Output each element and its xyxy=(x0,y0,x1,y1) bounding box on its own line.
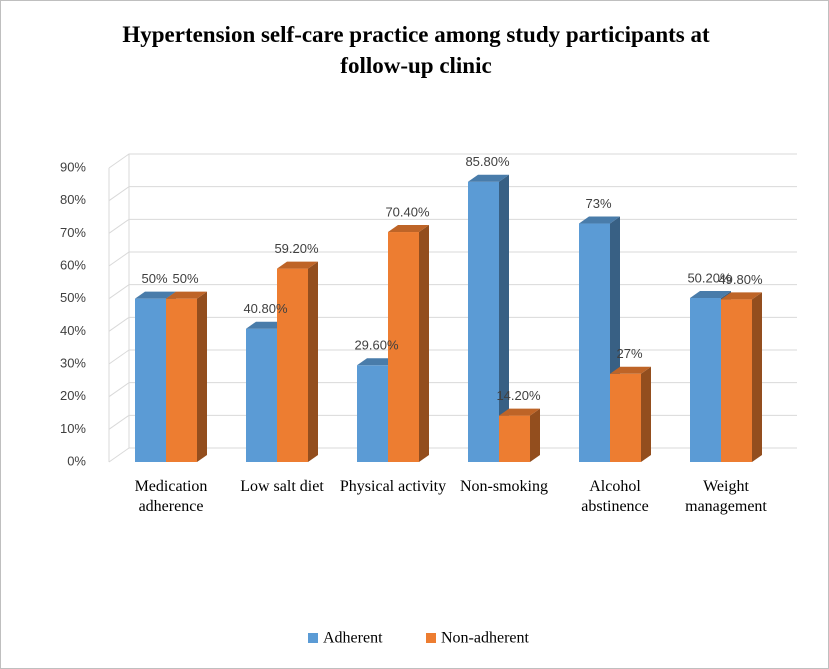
bar-top xyxy=(246,321,287,329)
bar xyxy=(388,232,419,462)
bar xyxy=(166,298,197,462)
bar-top xyxy=(721,292,762,300)
grid-line xyxy=(108,218,797,234)
bar xyxy=(277,268,308,462)
bar-top xyxy=(357,358,398,366)
legend-label: Adherent xyxy=(323,630,383,647)
bar-side xyxy=(530,408,540,462)
bar-top xyxy=(690,291,731,299)
bar xyxy=(610,373,641,462)
bar xyxy=(246,328,277,462)
chart-title: Hypertension self-care practice among st… xyxy=(122,22,710,78)
value-label: 50% xyxy=(141,271,167,286)
bar-side xyxy=(308,261,318,462)
value-label: 50.20% xyxy=(687,270,732,285)
bar-side xyxy=(197,291,207,462)
bar-top xyxy=(610,366,651,374)
legend-label: Non-adherent xyxy=(441,630,530,647)
y-tick-label: 30% xyxy=(60,355,86,370)
grid-line xyxy=(108,251,797,267)
legend-swatch xyxy=(308,633,318,643)
bar xyxy=(721,299,752,462)
bar-top xyxy=(468,174,509,182)
bar-side xyxy=(419,225,429,462)
y-tick-label: 20% xyxy=(60,388,86,403)
value-label: 27% xyxy=(616,346,642,361)
bar-top xyxy=(388,225,429,233)
bar xyxy=(690,298,721,462)
value-label: 59.20% xyxy=(274,241,319,256)
y-tick-label: 90% xyxy=(60,159,86,174)
x-tick-label: Weight management xyxy=(685,478,767,515)
value-label: 73% xyxy=(585,196,611,211)
bar xyxy=(135,298,166,462)
y-tick-label: 50% xyxy=(60,290,86,305)
bar-top xyxy=(579,216,620,224)
bar xyxy=(499,415,530,462)
bar-top xyxy=(135,291,176,299)
bar xyxy=(357,365,388,462)
x-tick-label: Low salt diet xyxy=(240,478,324,495)
bar-top xyxy=(499,408,540,416)
legend-swatch xyxy=(426,633,436,643)
bar xyxy=(468,181,499,462)
y-tick-label: 80% xyxy=(60,192,86,207)
y-tick-label: 10% xyxy=(60,421,86,436)
grid-line xyxy=(108,186,797,202)
grid-line xyxy=(108,153,797,169)
value-label: 14.20% xyxy=(496,388,541,403)
value-label: 50% xyxy=(172,271,198,286)
bar-side xyxy=(499,174,509,462)
bar xyxy=(579,223,610,462)
value-label: 49.80% xyxy=(718,272,763,287)
y-tick-label: 60% xyxy=(60,257,86,272)
y-tick-label: 40% xyxy=(60,323,86,338)
value-label: 85.80% xyxy=(465,154,510,169)
bar-side xyxy=(752,292,762,462)
x-tick-label: Medication adherence xyxy=(134,478,208,515)
value-label: 29.60% xyxy=(354,338,399,353)
x-tick-label: Non-smoking xyxy=(460,478,548,495)
value-label: 40.80% xyxy=(243,301,288,316)
bar-side xyxy=(641,366,651,462)
value-label: 70.40% xyxy=(385,204,430,219)
bar-top xyxy=(277,261,318,269)
x-tick-label: Alcohol abstinence xyxy=(581,478,649,515)
bar-top xyxy=(166,291,207,299)
y-tick-label: 0% xyxy=(67,453,86,468)
y-tick-label: 70% xyxy=(60,225,86,240)
x-tick-label: Physical activity xyxy=(339,478,447,495)
